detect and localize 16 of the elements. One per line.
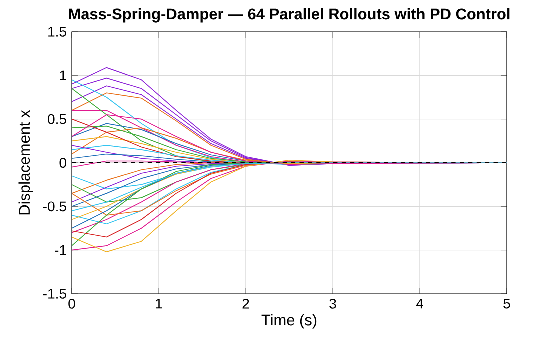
y-tick-label: -0.5 — [43, 202, 66, 212]
x-tick-label: 1 — [156, 298, 162, 309]
y-tick-label: 0 — [60, 158, 66, 168]
x-tick-label: 3 — [330, 298, 336, 309]
y-tick-label: 1 — [60, 70, 66, 80]
y-tick-label: 0.5 — [48, 114, 66, 124]
chart-title: Mass-Spring-Damper — 64 Parallel Rollouts with PD Control — [69, 8, 510, 23]
y-tick-label: -1.5 — [43, 289, 66, 299]
x-tick-label: 0 — [68, 298, 76, 309]
x-tick-label: 5 — [504, 298, 510, 309]
x-tick-label: 4 — [416, 298, 424, 309]
y-tick-label: 1.5 — [48, 27, 66, 37]
y-axis-title: Displacement x — [18, 110, 34, 215]
x-axis-title: Time (s) — [262, 314, 317, 329]
x-tick-label: 2 — [242, 298, 250, 309]
y-tick-label: -1 — [55, 245, 66, 256]
